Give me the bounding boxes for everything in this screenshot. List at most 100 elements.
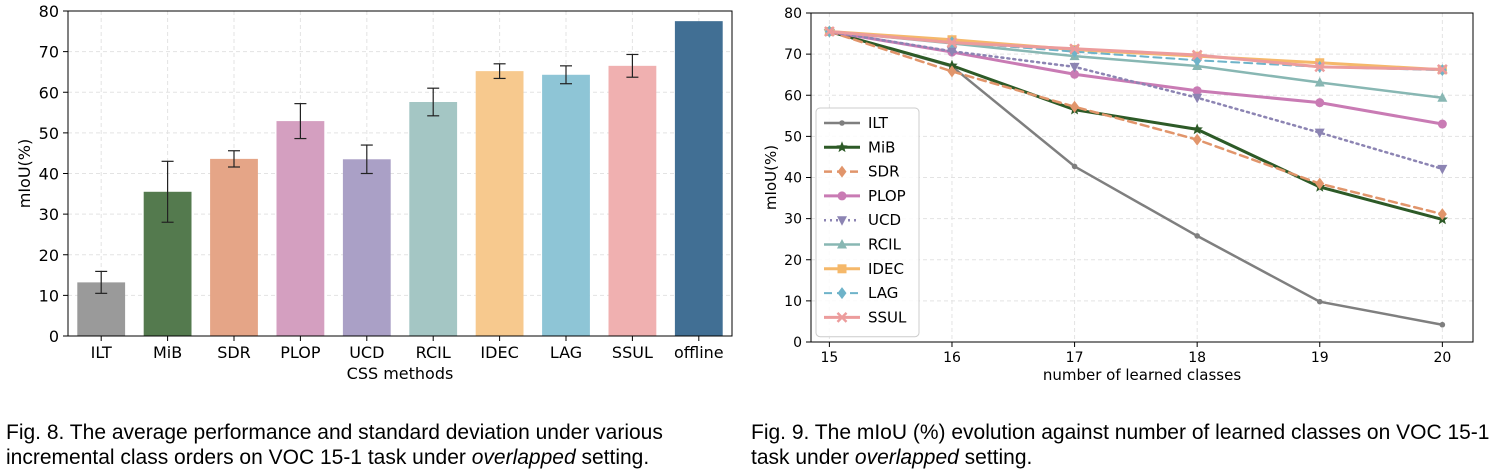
marker (1437, 92, 1448, 102)
marker (1069, 43, 1080, 55)
series-sdr (824, 25, 1447, 221)
marker (1437, 119, 1447, 129)
y-tick-label: 50 (784, 129, 802, 145)
figure-8-caption-italic: overlapped (471, 446, 576, 469)
marker (946, 37, 958, 48)
legend-item-idec: IDEC (824, 260, 904, 278)
x-tick-label: PLOP (280, 343, 321, 362)
error-bar-lag (560, 65, 572, 85)
legend-box (815, 107, 920, 338)
y-tick-label: 20 (784, 253, 802, 269)
marker (1437, 164, 1448, 175)
legend-item-rcil: RCIL (824, 236, 902, 254)
legend-label: MiB (868, 138, 895, 156)
marker (1070, 100, 1080, 113)
x-tick-label: 16 (943, 350, 961, 366)
legend-label: SSUL (868, 308, 907, 326)
figure-9-caption: Fig. 9. The mIoU (%) evolution against n… (751, 420, 1495, 470)
bar-offline (674, 21, 723, 336)
error-bar-ssul (626, 53, 639, 78)
bar-ucd (342, 159, 391, 336)
marker (837, 287, 847, 300)
error-bar-rcil (427, 87, 440, 117)
legend-label: SDR (868, 163, 900, 181)
figure-9-caption-italic: overlapped (854, 446, 959, 469)
legend-item-ssul: SSUL (824, 308, 907, 326)
x-tick-label: MiB (153, 343, 182, 362)
bar-chart-figure-8: 0 10 20 30 40 50 60 70 80 ILT MiB SDR PLOP UCD RCIL IDE… (15, 2, 733, 383)
marker (1191, 123, 1203, 135)
y-tick-label: 50 (39, 124, 59, 143)
series-line (827, 30, 1444, 221)
series-line (827, 30, 1444, 126)
y-tick-label: 80 (39, 2, 59, 21)
x-tick-label: 17 (1066, 350, 1084, 366)
marker (1192, 86, 1202, 96)
marker (1314, 77, 1325, 87)
y-tick-label: 10 (784, 294, 802, 310)
y-tick-label: 40 (39, 165, 59, 184)
legend-item-lag: LAG (824, 284, 898, 302)
legend-label: LAG (868, 284, 898, 302)
marker (824, 26, 835, 37)
y-tick-label: 60 (784, 88, 802, 104)
marker (1315, 98, 1325, 108)
y-axis-label: mIoU(%) (762, 145, 780, 210)
x-axis-label: CSS methods (347, 364, 454, 383)
marker (1314, 128, 1325, 139)
error-bar-mib (161, 160, 174, 223)
x-tick-label: 19 (1311, 350, 1329, 366)
series-line (828, 30, 1444, 216)
legend-item-sdr: SDR (824, 163, 900, 181)
marker (1191, 49, 1203, 61)
y-tick-label: 30 (784, 212, 802, 228)
marker (1437, 208, 1447, 221)
marker (946, 47, 957, 57)
figure-9-caption-text: Fig. 9. The mIoU (%) evolution against n… (751, 421, 1490, 469)
series-line (827, 30, 1444, 71)
marker (1439, 321, 1446, 328)
y-tick-label: 30 (39, 205, 59, 224)
figure-8-caption-suffix: setting. (575, 446, 650, 469)
x-tick-label: SDR (217, 343, 251, 362)
marker (1192, 133, 1202, 146)
bar-ssul (608, 65, 657, 336)
error-bar-ilt (95, 270, 108, 294)
marker (947, 65, 957, 78)
x-tick-label: 20 (1433, 350, 1451, 366)
figure-9-caption-suffix: setting. (958, 446, 1033, 469)
marker (836, 141, 848, 153)
bar-lag (542, 74, 590, 336)
figure-8-caption-text: Fig. 8. The average performance and stan… (6, 421, 663, 469)
marker (837, 191, 847, 201)
error-bar-sdr (228, 150, 240, 168)
y-tick-label: 40 (784, 171, 802, 187)
figure-8-caption: Fig. 8. The average performance and stan… (6, 420, 751, 470)
marker (1436, 63, 1448, 75)
marker (837, 216, 847, 226)
marker (1194, 233, 1200, 239)
bar-idec (475, 71, 524, 336)
legend-item-ilt: ILT (824, 114, 889, 132)
y-tick-label: 0 (793, 335, 802, 351)
legend-item-mib: MiB (824, 138, 895, 156)
error-bar-plop (294, 103, 307, 140)
marker (1316, 298, 1323, 305)
legend: ILT MiB SDR PLOP UCD RCIL IDEC LAG SSUL (815, 107, 920, 338)
marker (1192, 93, 1203, 104)
error-bar-ucd (360, 144, 373, 175)
marker (1314, 61, 1326, 73)
marker (1315, 177, 1325, 190)
y-tick-label: 60 (39, 83, 59, 102)
y-tick-label: 0 (49, 327, 59, 346)
y-tick-label: 70 (39, 43, 59, 62)
x-tick-label: RCIL (416, 343, 451, 362)
x-tick-label: ILT (91, 343, 112, 362)
x-tick-label: 18 (1188, 350, 1206, 366)
line-chart-figure-9: 0 10 20 30 40 50 60 70 80 15 16 17 18 19 20 number of l… (762, 6, 1474, 384)
series-line (828, 30, 1444, 171)
y-axis-label: mIoU(%) (15, 139, 34, 209)
x-tick-label: 15 (820, 350, 838, 366)
legend-label: IDEC (868, 260, 904, 278)
x-tick-label: UCD (349, 343, 384, 362)
